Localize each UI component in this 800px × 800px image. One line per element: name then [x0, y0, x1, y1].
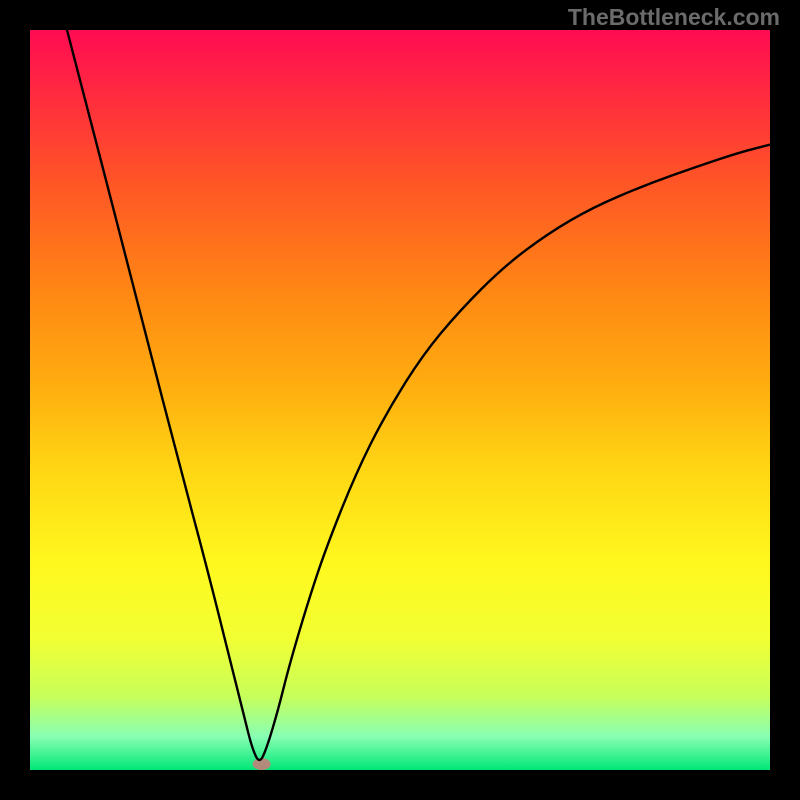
watermark-label: TheBottleneck.com [568, 4, 780, 31]
plot-area [30, 30, 770, 770]
gradient-background [30, 30, 770, 770]
chart-container: TheBottleneck.com [0, 0, 800, 800]
